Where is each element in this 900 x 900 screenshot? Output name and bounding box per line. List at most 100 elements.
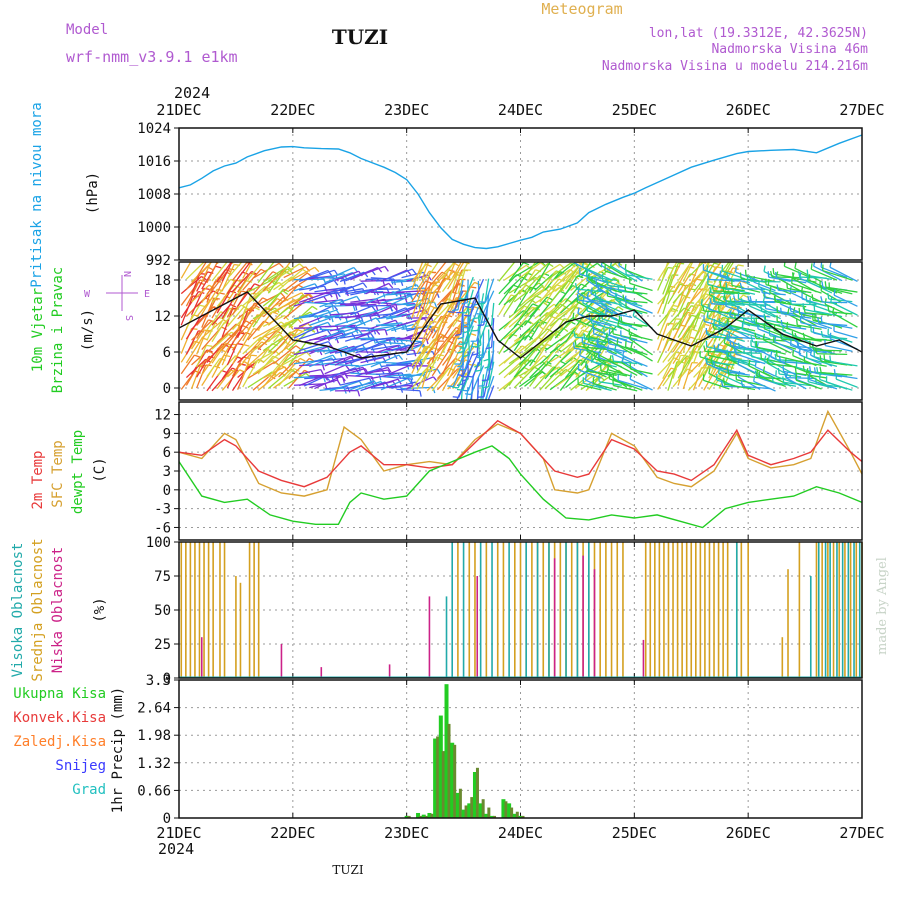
wind-barb: [293, 348, 320, 356]
y-tick-label: 12: [154, 309, 171, 325]
convective-precip-bar: [470, 797, 474, 818]
wind-barb-flag: [283, 288, 290, 293]
product-title: Meteogram: [541, 0, 622, 18]
wind-barb: [763, 339, 792, 354]
wind-barb: [324, 327, 355, 338]
compass-s: S: [123, 315, 134, 321]
wind-barb-flag: [283, 315, 290, 321]
wind-barb: [355, 317, 377, 327]
wind-barb: [503, 361, 522, 379]
precip-axis-label: 1hr Precip (mm): [110, 687, 126, 813]
wind-barb-flag: [583, 341, 586, 348]
wind-barb: [257, 311, 274, 331]
wind-barb: [534, 310, 554, 329]
wind-barb-flag: [429, 325, 434, 331]
wind-barb: [523, 343, 541, 365]
bottom-date-axis: 21DEC 22DEC 23DEC 24DEC 25DEC 26DEC 27DEC: [156, 824, 884, 842]
wind-barb: [298, 368, 321, 375]
wind-barb: [334, 295, 358, 305]
wind-barb: [298, 341, 329, 352]
wind-barb: [625, 307, 648, 314]
y-tick-label: 992: [146, 253, 171, 269]
wind-barb: [529, 360, 547, 379]
wind-barb: [775, 276, 802, 292]
wind-barb: [730, 345, 756, 351]
wind-barb: [380, 344, 410, 354]
wind-barb: [196, 345, 207, 368]
total-precip-bar: [512, 813, 517, 818]
wind-barb-flag: [384, 266, 389, 272]
precip-legend-item: Zaledj.Kisa: [13, 734, 106, 750]
wind-barb: [288, 266, 316, 283]
wind-barb-flag: [314, 266, 320, 273]
wind-barb: [787, 287, 812, 294]
wind-barb: [498, 294, 512, 316]
wind-barb-flag: [809, 348, 813, 356]
wind-barb: [299, 363, 323, 367]
wind-barb-flag: [388, 282, 394, 289]
wind-barb: [554, 262, 574, 279]
wind-barb: [216, 323, 237, 343]
wind-barb-flag: [833, 289, 836, 296]
wind-barb: [485, 292, 490, 322]
wind-barb: [544, 368, 567, 390]
wind-barb: [191, 284, 210, 303]
total-precip-bar: [472, 772, 477, 818]
wind-barb: [252, 262, 280, 279]
wind-barb: [735, 353, 766, 365]
wind-barb: [692, 338, 704, 364]
wind-barb-flag: [269, 374, 276, 380]
wind-barb: [278, 351, 307, 368]
total-precip-bar: [450, 742, 455, 818]
wind-barb-flag: [460, 375, 468, 378]
wind-barb: [298, 309, 329, 318]
wind-barb-flag: [428, 368, 435, 372]
wind-barb: [487, 329, 490, 360]
wind-barb: [421, 271, 443, 296]
wind-barb: [621, 322, 648, 327]
wind-barb-flag: [794, 332, 798, 339]
wind-barb: [629, 334, 653, 341]
wind-barb: [498, 284, 514, 306]
precip-legend-item: Ukupna Kisa: [13, 686, 106, 702]
wind-barb-flag: [814, 347, 818, 354]
wind-barb: [211, 331, 232, 350]
wind-barb-flag: [457, 350, 464, 354]
date-tick-bottom: 25DEC: [612, 824, 657, 842]
year-top: 2024: [174, 84, 210, 102]
wind-barb: [629, 282, 653, 292]
wind-barb: [180, 262, 192, 279]
wind-barb-flag: [586, 293, 590, 301]
wind-barb: [753, 281, 776, 292]
wind-barb: [421, 272, 431, 302]
wind-barb: [242, 359, 259, 388]
wind-barb-flag: [726, 273, 729, 280]
wind-barb: [833, 330, 858, 339]
wind-barb: [692, 304, 704, 330]
wind-barb: [447, 330, 460, 352]
y-tick-label: 0: [163, 381, 171, 397]
wind-barb: [221, 308, 234, 338]
wind-barb: [534, 263, 561, 281]
wind-barb: [482, 387, 485, 400]
wind-barb: [201, 349, 221, 376]
wind-barb: [549, 299, 569, 318]
wind-barb-flag: [585, 270, 588, 277]
wind-barb: [513, 272, 528, 294]
wind-barb-flag: [612, 373, 615, 380]
wind-barb-flag: [780, 319, 783, 327]
wind-barb: [662, 328, 673, 353]
precip-legend-item: Snijeg: [55, 758, 106, 774]
total-precip-bar: [490, 815, 495, 818]
wind-barb-flag: [483, 358, 490, 362]
wind-barb: [825, 344, 853, 352]
wind-barb: [457, 262, 470, 281]
wind-barb: [381, 341, 405, 345]
wind-barb-flag: [748, 359, 751, 366]
total-precip-bar: [416, 812, 421, 818]
wind-barb: [829, 266, 858, 282]
wind-barb: [477, 280, 480, 304]
wind-barb: [247, 371, 273, 388]
wind-barb: [375, 313, 407, 320]
wind-barb: [206, 311, 222, 331]
